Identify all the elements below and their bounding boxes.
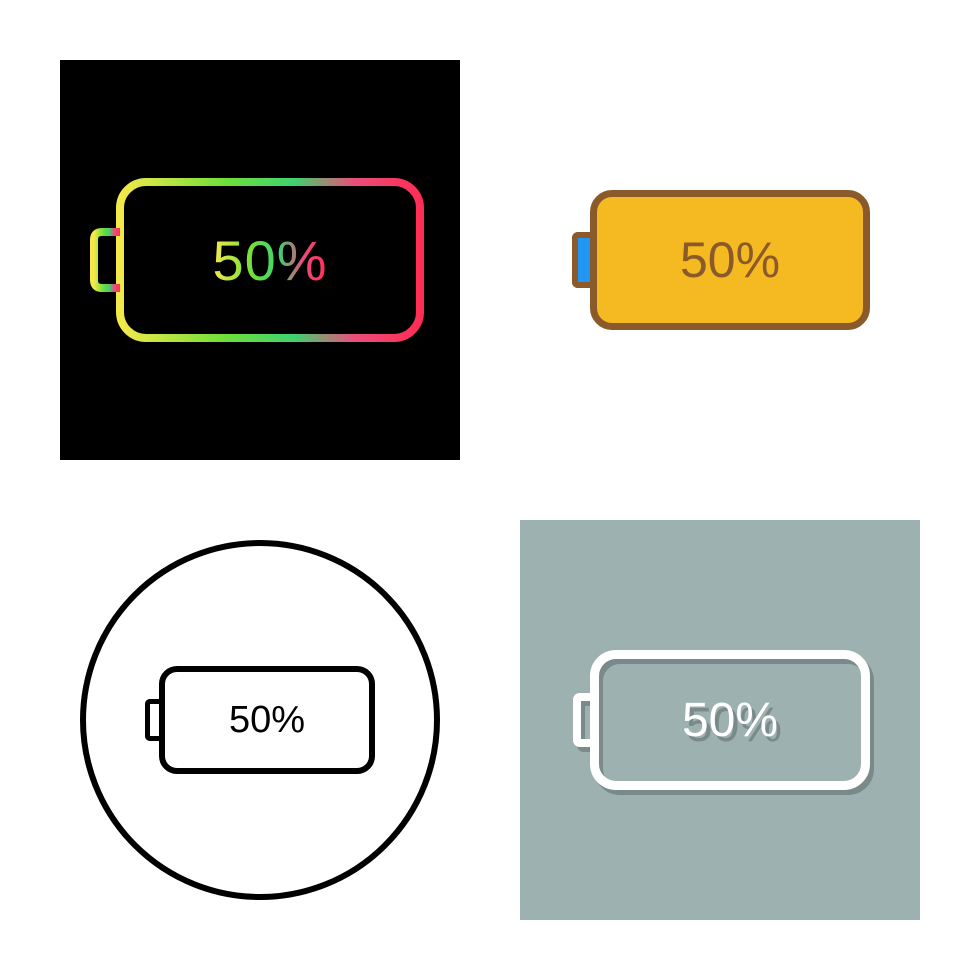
battery-icon-gradient-tile: 50% — [60, 60, 460, 460]
battery-tip — [573, 693, 590, 747]
battery-tip — [145, 699, 159, 741]
circle-frame: 50% — [80, 540, 440, 900]
battery-percent-label: 50% — [229, 699, 305, 742]
icon-set-canvas: 50% 50% 50% 50% — [0, 0, 980, 980]
battery-50-emboss-icon: 50% — [570, 650, 870, 790]
battery-percent-label: 50% — [680, 231, 780, 289]
battery-icon-emboss-tile: 50% — [520, 520, 920, 920]
battery-tip — [572, 232, 590, 288]
battery-icon-flat-tile: 50% — [520, 60, 920, 460]
battery-50-flat-icon: 50% — [570, 190, 870, 330]
battery-50-line-icon: 50% — [145, 666, 375, 774]
battery-percent-label: 50% — [682, 693, 778, 748]
battery-50-gradient-icon: 50% — [80, 160, 440, 360]
battery-icon-line-tile: 50% — [60, 520, 460, 920]
battery-percent-label: 50% — [212, 229, 327, 292]
